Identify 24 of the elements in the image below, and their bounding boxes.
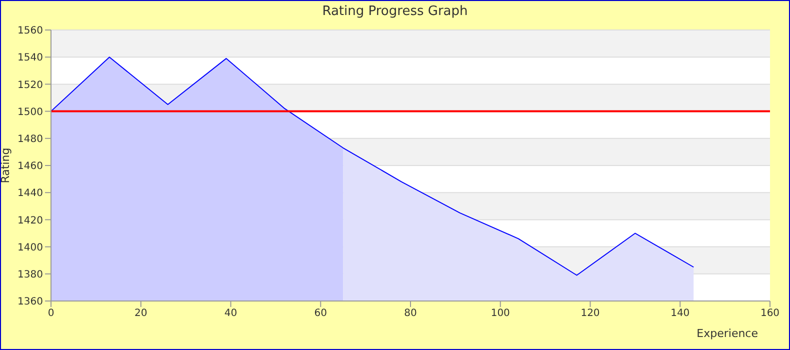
y-tick-label: 1360 [18, 296, 43, 308]
x-tick-label: 160 [760, 308, 780, 320]
y-tick-label: 1480 [18, 134, 43, 145]
x-tick-label: 100 [490, 308, 510, 320]
line-series [51, 56, 694, 276]
y-tick-label: 1540 [18, 52, 43, 64]
chart-title: Rating Progress Graph [321, 4, 469, 19]
y-tick-label: 1560 [18, 26, 43, 37]
x-tick-label: 120 [580, 308, 600, 320]
y-tick-label: 1440 [18, 188, 43, 200]
x-tick-label: 40 [224, 308, 238, 320]
y-tick-label: 1380 [18, 269, 43, 280]
y-tick-label: 1400 [18, 242, 43, 254]
y-axis-title: Rating [0, 148, 12, 184]
x-tick-label: 20 [134, 308, 148, 320]
x-tick-label: 0 [48, 308, 54, 320]
x-tick-label: 140 [670, 308, 690, 320]
y-tick-label: 1500 [18, 106, 43, 118]
x-axis-title: Experience [696, 327, 758, 340]
x-tick-label: 60 [314, 308, 327, 320]
y-tick-label: 1520 [18, 80, 43, 91]
x-tick-label: 80 [404, 308, 417, 320]
y-tick-label: 1420 [18, 215, 43, 226]
y-tick-label: 1460 [18, 161, 43, 172]
